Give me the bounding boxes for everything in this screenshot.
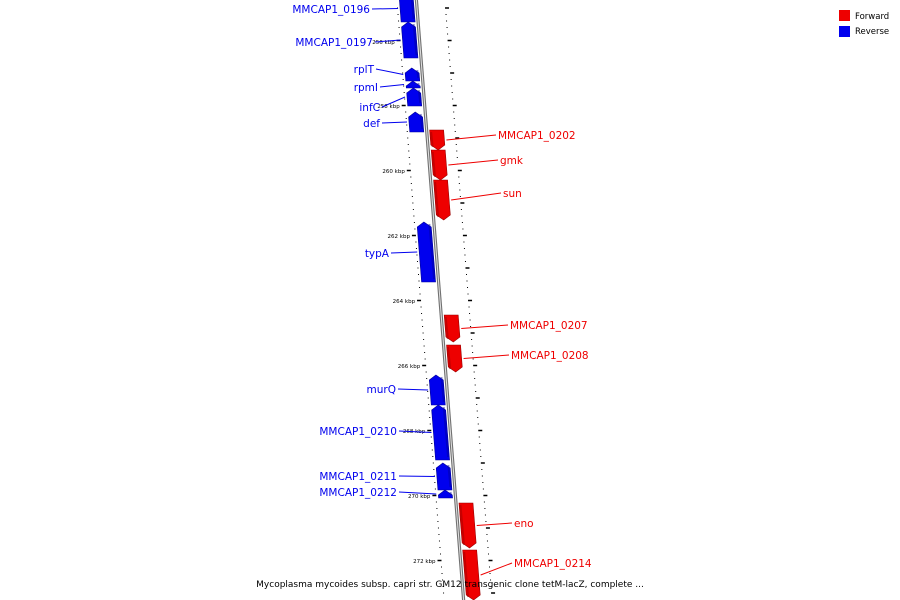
gene-leader-line: [398, 430, 432, 433]
gene-arrow-gmk[interactable]: [430, 149, 448, 181]
axis-tick-label: 260 kbp: [382, 169, 405, 175]
gene-label-eno[interactable]: eno: [514, 518, 534, 530]
gene-label-mmcap1_0210[interactable]: MMCAP1_0210: [319, 426, 397, 438]
gene-label-sun[interactable]: sun: [503, 188, 522, 200]
gene-arrow-sun[interactable]: [433, 179, 451, 221]
gene-leader-line: [398, 475, 435, 477]
axis-tick-label: 258 kbp: [377, 104, 400, 110]
gene-label-rpmi[interactable]: rpmI: [354, 82, 378, 94]
genes-layer: [399, 0, 481, 600]
gene-arrow-shade: [442, 406, 450, 458]
gene-leader-line: [446, 134, 497, 141]
gene-leader-line: [374, 39, 401, 43]
gene-arrow-typa[interactable]: [416, 221, 436, 283]
gene-arrow-shade: [440, 376, 445, 403]
gene-leader-line: [480, 562, 513, 576]
axis-tick-label: 270 kbp: [408, 494, 431, 500]
gene-arrow-shade: [434, 181, 440, 218]
gene-leader-line: [381, 96, 406, 108]
gene-arrow-shade: [447, 464, 452, 488]
gene-leader-line: [448, 159, 499, 166]
gene-leader-line: [451, 192, 502, 201]
gene-label-murq[interactable]: murQ: [367, 384, 396, 396]
gene-label-mmcap1_0196[interactable]: MMCAP1_0196: [292, 4, 370, 16]
gene-leader-line: [476, 522, 513, 526]
gene-leader-line: [390, 251, 418, 254]
axis-tick-label: 266 kbp: [398, 364, 421, 370]
gene-leader-line: [398, 491, 437, 495]
gene-arrow-mmcap1_0212[interactable]: [438, 489, 453, 499]
gene-arrow-shade: [447, 346, 452, 370]
gene-arrow-shade: [431, 151, 437, 178]
gene-label-mmcap1_0197[interactable]: MMCAP1_0197: [295, 37, 373, 49]
gene-arrow-mmcap1_0210[interactable]: [431, 404, 450, 461]
gene-arrow-mmcap1_0207[interactable]: [443, 314, 461, 343]
gene-label-rplt[interactable]: rplT: [354, 64, 375, 76]
gene-arrow-infc[interactable]: [406, 87, 423, 107]
labels-layer: MMCAP1_0196 MMCAP1_0197 rplT rpmI infC def MMC…: [292, 4, 592, 576]
genome-backbone-highlight: [415, 0, 465, 600]
axis-tick-label: 256 kbp: [372, 40, 395, 46]
axis-tick-label: 262 kbp: [388, 234, 411, 240]
gene-leader-line: [463, 354, 510, 359]
legend-reverse-swatch: [839, 26, 850, 37]
ruler-ticks: 256 kbp 258 kbp 260 kbp 262 kbp 264 kbp 266 k…: [372, 7, 496, 594]
gene-label-gmk[interactable]: gmk: [500, 155, 524, 167]
axis-tick-label: 272 kbp: [413, 559, 436, 565]
map-caption: Mycoplasma mycoides subsp. capri str. GM…: [256, 580, 644, 590]
gene-leader-line: [397, 388, 429, 391]
gene-arrow-shade: [419, 113, 424, 130]
gene-arrow-shade: [417, 89, 422, 104]
gene-arrow-shade: [463, 551, 470, 598]
gene-arrow-shade: [416, 69, 420, 79]
gene-arrow-mmcap1_0202[interactable]: [429, 129, 446, 151]
legend-forward-swatch: [839, 10, 850, 21]
gene-arrow-eno[interactable]: [458, 502, 477, 549]
axis-tick-label: 264 kbp: [393, 299, 416, 305]
gene-arrow-shade: [410, 0, 415, 20]
legend: Forward Reverse: [839, 10, 889, 37]
gene-label-mmcap1_0202[interactable]: MMCAP1_0202: [498, 130, 576, 142]
gene-arrow-def[interactable]: [408, 111, 425, 133]
legend-reverse-label: Reverse: [855, 27, 889, 37]
legend-forward-label: Forward: [855, 12, 889, 22]
backbone-layer: [414, 0, 466, 600]
gene-arrow-shade: [412, 23, 418, 56]
gene-leader-line: [371, 8, 399, 10]
gene-leader-line: [375, 68, 404, 75]
gene-label-mmcap1_0214[interactable]: MMCAP1_0214: [514, 558, 592, 570]
gene-arrow-mmcap1_0197[interactable]: [401, 21, 419, 59]
gene-arrow-mmcap1_0214[interactable]: [462, 549, 481, 600]
gene-leader-line: [381, 121, 408, 124]
gene-label-mmcap1_0212[interactable]: MMCAP1_0212: [319, 487, 397, 499]
gene-arrow-shade: [444, 316, 449, 340]
gene-leader-line: [461, 324, 509, 329]
gene-arrow-mmcap1_0208[interactable]: [446, 344, 463, 373]
gene-leader-line: [379, 84, 405, 88]
gene-label-infc[interactable]: infC: [359, 102, 380, 114]
gene-arrow-shade: [449, 491, 453, 496]
gene-arrow-shade: [428, 223, 436, 280]
gene-label-mmcap1_0207[interactable]: MMCAP1_0207: [510, 320, 588, 332]
gene-label-mmcap1_0208[interactable]: MMCAP1_0208: [511, 350, 589, 362]
gene-arrow-shade: [417, 82, 420, 86]
gene-label-typa[interactable]: typA: [365, 248, 390, 260]
gene-arrow-shade: [430, 131, 434, 148]
gene-arrow-shade: [459, 504, 466, 546]
gene-label-def[interactable]: def: [363, 118, 380, 130]
gene-label-mmcap1_0211[interactable]: MMCAP1_0211: [319, 471, 397, 483]
